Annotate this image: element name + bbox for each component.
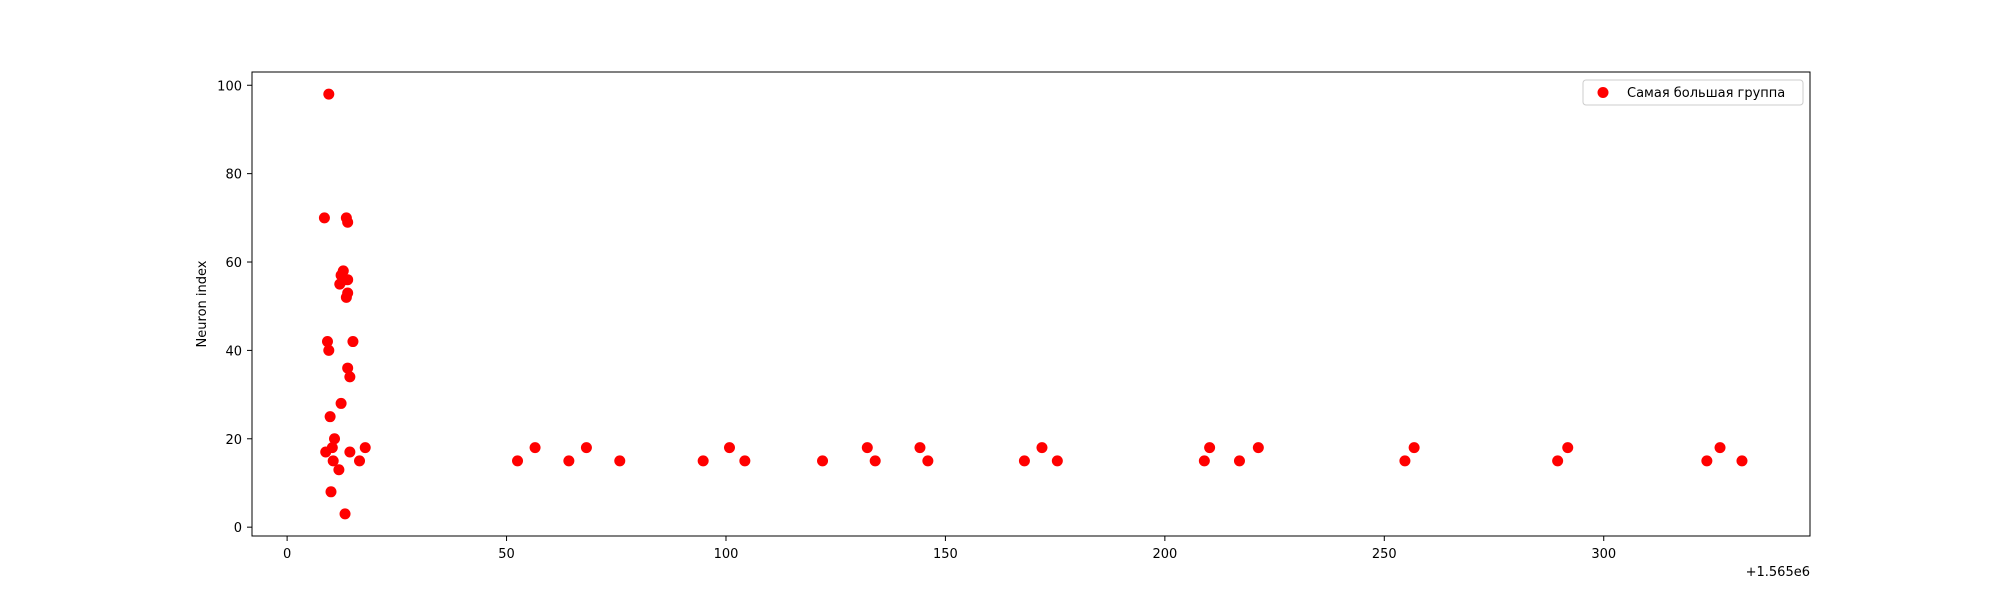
data-point [342, 216, 354, 228]
data-point [1562, 442, 1574, 454]
x-tick-label: 50 [498, 547, 515, 562]
data-point [318, 212, 330, 224]
data-point [1552, 455, 1564, 467]
x-tick-label: 250 [1372, 547, 1397, 562]
data-point [335, 397, 347, 409]
data-point [563, 455, 575, 467]
data-point [512, 455, 524, 467]
legend-frame [1582, 79, 1804, 106]
y-tick-label: 0 [234, 521, 242, 536]
y-axis: 0 20 40 60 80 100 [217, 79, 252, 536]
points-layer [318, 88, 1748, 520]
x-tick-label: 200 [1152, 547, 1177, 562]
data-point [1233, 455, 1245, 467]
data-point [327, 455, 339, 467]
data-point [580, 442, 592, 454]
data-point [922, 455, 934, 467]
data-point [1018, 455, 1030, 467]
data-point [1736, 455, 1748, 467]
x-tick-label: 0 [283, 547, 291, 562]
y-axis-title: Neuron index [195, 260, 210, 347]
data-point [347, 336, 359, 348]
plot-frame [251, 71, 1811, 537]
y-tick-label: 40 [225, 344, 242, 359]
y-tick-label: 60 [225, 256, 242, 271]
data-point [342, 362, 354, 374]
legend: Самая большая группа [1582, 79, 1804, 106]
data-point [1408, 442, 1420, 454]
x-tick-label: 300 [1591, 547, 1616, 562]
data-point [340, 291, 352, 303]
data-point [321, 336, 333, 348]
data-point [914, 442, 926, 454]
y-tick-label: 20 [225, 433, 242, 448]
data-point [334, 278, 346, 290]
data-point [739, 455, 751, 467]
data-point [1701, 455, 1713, 467]
data-point [529, 442, 541, 454]
data-point [1204, 442, 1216, 454]
data-point [354, 455, 366, 467]
data-point [869, 455, 881, 467]
data-point [329, 433, 341, 445]
data-point [320, 446, 332, 458]
data-point [1252, 442, 1264, 454]
data-point [1051, 455, 1063, 467]
data-point [325, 486, 337, 498]
data-point [861, 442, 873, 454]
data-point [1036, 442, 1048, 454]
data-point [1714, 442, 1726, 454]
data-point [324, 411, 336, 423]
data-point [817, 455, 829, 467]
data-point [344, 371, 356, 383]
data-point [1198, 455, 1210, 467]
data-point [344, 446, 356, 458]
data-point [339, 508, 351, 520]
legend-marker [1597, 87, 1609, 98]
y-tick-label: 80 [225, 168, 242, 183]
data-point [359, 442, 371, 454]
data-point [614, 455, 626, 467]
x-axis: 0 50 100 150 200 250 300 [283, 536, 1616, 562]
data-point [1399, 455, 1411, 467]
x-tick-label: 100 [714, 547, 739, 562]
data-point [323, 88, 335, 100]
legend-label: Самая большая группа [1627, 86, 1785, 101]
data-point [323, 344, 335, 356]
y-tick-label: 100 [217, 79, 242, 94]
x-axis-offset-label: +1.565e6 [1746, 565, 1810, 580]
data-point [697, 455, 709, 467]
data-point [723, 442, 735, 454]
data-point [333, 464, 345, 476]
x-tick-label: 150 [933, 547, 958, 562]
